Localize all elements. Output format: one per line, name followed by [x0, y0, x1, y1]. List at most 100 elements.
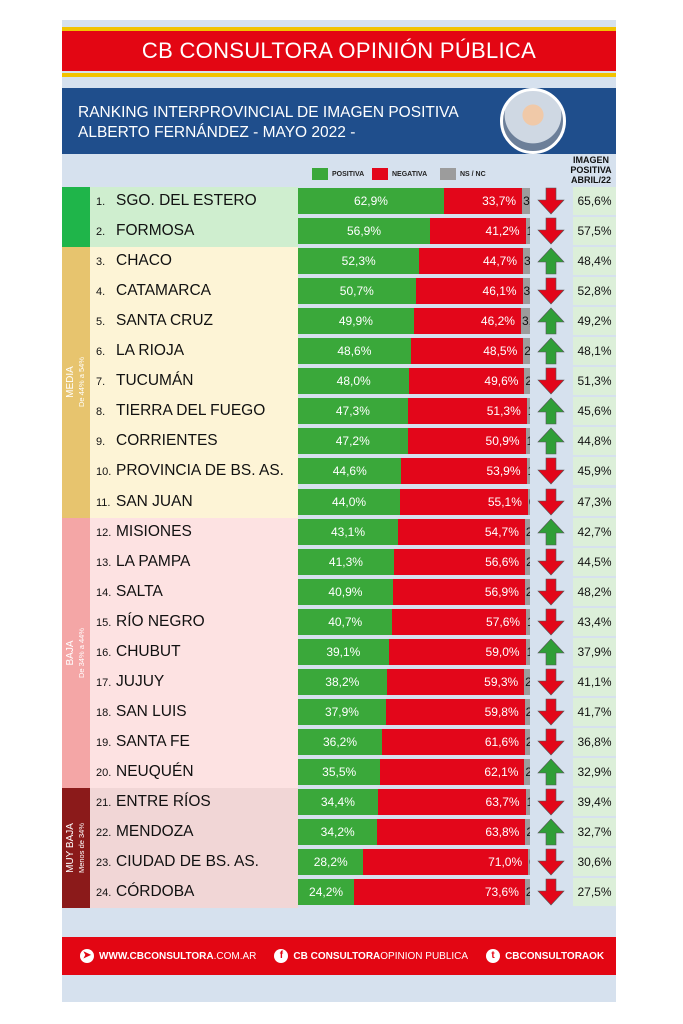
legend-swatch-negative — [372, 168, 388, 180]
prev-title-line2: POSITIVA — [570, 165, 612, 175]
bar-negative: 59,3% — [386, 668, 525, 695]
row-rank-number: 1. — [96, 196, 106, 208]
row-province-name: 1. SGO. DEL ESTERO — [96, 187, 257, 215]
arrow-up-icon — [537, 758, 565, 786]
row-province-name: 4. CATAMARCA — [96, 277, 211, 305]
row-province-name: 6. LA RIOJA — [96, 337, 184, 365]
stacked-bar: 35,5%62,1%2,4 — [298, 758, 530, 785]
bar-positive: 43,1% — [298, 518, 398, 545]
bar-negative: 41,2% — [430, 218, 526, 245]
footer-website[interactable]: ➤ WWW.CBCONSULTORA .COM.AR — [80, 949, 256, 963]
stacked-bar: 39,1%59,0%1,9 — [298, 638, 530, 665]
stacked-bar: 37,9%59,8%2,3 — [298, 698, 530, 725]
row-rank-number: 14. — [96, 586, 112, 599]
stacked-bar: 44,6%53,9%1,5 — [298, 458, 530, 485]
previous-positive-image: 30,6% — [573, 848, 616, 877]
arrow-down-icon — [537, 367, 565, 395]
row-province-name: 18. SAN LUIS — [96, 698, 187, 726]
bar-negative: 46,1% — [415, 278, 523, 305]
bar-negative: 56,6% — [393, 548, 526, 575]
row-province-label: NEUQUÉN — [116, 762, 194, 780]
group-label-sub: De 34% a 44% — [77, 627, 86, 678]
legend-swatch-nsnc — [440, 168, 456, 180]
arrow-down-icon — [537, 548, 565, 576]
bar-positive: 28,2% — [298, 849, 364, 876]
row-province-label: MISIONES — [116, 522, 192, 540]
bar-nsnc: 3,0 — [523, 248, 530, 275]
row-province-label: LA RIOJA — [116, 342, 185, 360]
row-rank-number: 15. — [96, 616, 112, 629]
stacked-bar: 52,3%44,7%3,0 — [298, 248, 530, 275]
stacked-bar: 47,3%51,3%1,4 — [298, 398, 530, 425]
row-rank-number: 3. — [96, 256, 106, 269]
arrow-down-icon — [537, 578, 565, 606]
header-stripe — [62, 73, 616, 77]
footer-facebook-bold: CB CONSULTORA — [293, 950, 381, 962]
previous-positive-image: 43,4% — [573, 607, 616, 636]
stacked-bar: 56,9%41,2%1,9 — [298, 218, 530, 245]
previous-positive-image: 44,8% — [573, 427, 616, 456]
stacked-bar: 41,3%56,6%2,1 — [298, 548, 530, 575]
row-rank-number: 20. — [96, 766, 112, 779]
row-province-name: 24. CÓRDOBA — [96, 878, 194, 906]
row-rank-number: 22. — [96, 827, 112, 840]
row-province-name: 19. SANTA FE — [96, 728, 190, 756]
bar-negative: 63,7% — [377, 789, 526, 815]
previous-positive-image: 36,8% — [573, 727, 616, 756]
bar-positive: 48,6% — [298, 338, 411, 365]
bar-nsnc: 3,2 — [522, 278, 530, 305]
bar-positive: 62,9% — [298, 188, 444, 214]
bar-nsnc: 0,8 — [528, 849, 530, 876]
group-label-text: MEDIA — [65, 366, 76, 399]
bar-negative: 71,0% — [363, 849, 529, 876]
footer-facebook[interactable]: f CB CONSULTORA OPINION PUBLICA — [274, 949, 468, 963]
row-rank-number: 16. — [96, 646, 112, 659]
footer-twitter[interactable]: t CBCONSULTORAOK — [486, 949, 604, 963]
bar-nsnc: 1,9 — [525, 789, 530, 815]
arrow-down-icon — [537, 668, 565, 696]
row-province-label: CHACO — [116, 252, 172, 270]
legend-label-negative: NEGATIVA — [392, 170, 428, 178]
arrow-up-icon — [537, 818, 565, 846]
bar-negative: 57,6% — [392, 608, 527, 635]
arrow-up-icon — [537, 337, 565, 365]
group-strip-alta — [62, 187, 90, 248]
stacked-bar: 62,9%33,7%3,4 — [298, 188, 530, 214]
bar-nsnc: 3,4 — [522, 188, 530, 214]
row-rank-number: 12. — [96, 526, 112, 539]
arrow-down-icon — [537, 277, 565, 305]
footer-website-rest: .COM.AR — [213, 950, 257, 962]
bar-positive: 47,2% — [298, 428, 408, 455]
bar-negative: 59,8% — [385, 698, 525, 725]
row-province-label: SAN LUIS — [116, 702, 187, 720]
bar-nsnc: 1,7 — [526, 608, 530, 635]
row-province-label: MENDOZA — [116, 823, 194, 841]
bar-negative: 51,3% — [407, 398, 527, 425]
previous-positive-image: 32,7% — [573, 818, 616, 847]
bar-nsnc: 1,9 — [525, 428, 530, 455]
row-province-name: 11. SAN JUAN — [96, 488, 193, 516]
row-province-label: ENTRE RÍOS — [116, 793, 211, 810]
legend-positive: POSITIVA — [312, 168, 364, 180]
previous-positive-image: 27,5% — [573, 878, 616, 907]
bar-negative: 44,7% — [419, 248, 524, 275]
row-rank-number: 23. — [96, 857, 112, 870]
bar-negative: 73,6% — [354, 879, 525, 906]
arrow-up-icon — [537, 397, 565, 425]
row-province-name: 15. RÍO NEGRO — [96, 608, 205, 636]
bar-positive: 34,2% — [298, 819, 378, 846]
arrow-up-icon — [537, 427, 565, 455]
row-province-label: CÓRDOBA — [116, 883, 195, 901]
bar-nsnc: 2,2 — [524, 578, 530, 605]
legend-nsnc: NS / NC — [440, 168, 486, 180]
arrow-up-icon — [537, 518, 565, 545]
avatar — [500, 88, 566, 154]
row-province-label: SANTA CRUZ — [116, 312, 214, 330]
row-province-name: 14. SALTA — [96, 578, 163, 606]
row-province-label: SANTA FE — [116, 732, 190, 750]
stacked-bar: 34,2%63,8%2,0 — [298, 819, 530, 846]
previous-image-column-title: IMAGEN POSITIVA ABRIL/22 — [566, 155, 616, 185]
stacked-bar: 34,4%63,7%1,9 — [298, 789, 530, 815]
stacked-bar: 48,0%49,6%2,4 — [298, 368, 530, 395]
row-province-name: 17. JUJUY — [96, 668, 164, 696]
